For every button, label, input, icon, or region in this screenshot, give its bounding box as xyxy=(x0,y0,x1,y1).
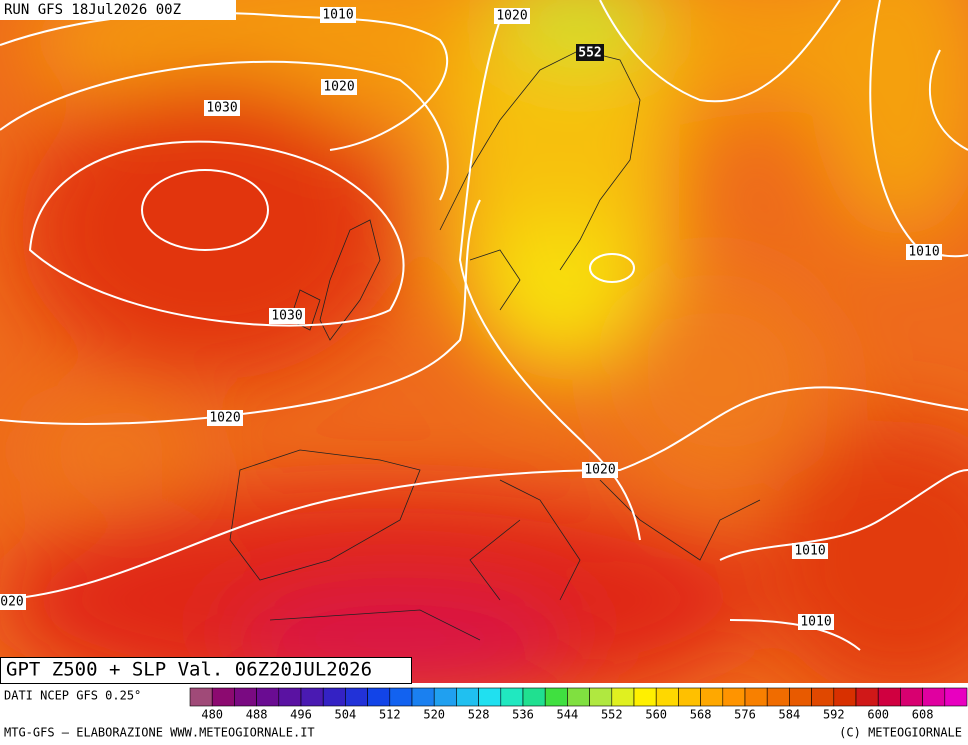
colorbar-swatch xyxy=(411,687,435,707)
isobar-label: 1020 xyxy=(323,80,354,95)
colorbar-swatch xyxy=(189,687,213,707)
isobar-label: 1010 xyxy=(800,615,831,630)
colorbar-swatch xyxy=(278,687,302,707)
colorbar: 480 488 496 504 512 520 528 536 544 552 560 568 576 5… xyxy=(189,687,968,722)
colorbar-swatch xyxy=(722,687,746,707)
colorbar-swatch xyxy=(389,687,413,707)
colorbar-swatch xyxy=(522,687,546,707)
colorbar-swatch xyxy=(544,687,568,707)
colorbar-label: 496 xyxy=(290,708,312,722)
run-label-box xyxy=(0,0,236,20)
colorbar-swatch xyxy=(900,687,923,707)
colorbar-swatch xyxy=(234,687,257,707)
isobar-label-box xyxy=(582,462,618,478)
height-label-box xyxy=(576,44,604,61)
isobar-label: 1030 xyxy=(271,309,302,324)
colorbar-swatch xyxy=(811,687,835,707)
isobar-label-box xyxy=(207,410,243,426)
colorbar-swatch xyxy=(322,687,346,707)
isobar-label-box xyxy=(320,7,356,23)
colorbar-swatch xyxy=(700,687,724,707)
isobar-label-box xyxy=(798,614,834,630)
footer-right: (C) METEOGIORNALE xyxy=(839,726,962,740)
colorbar-swatch xyxy=(367,687,391,707)
isobar-label-box xyxy=(906,244,942,260)
colorbar-label: 504 xyxy=(335,708,357,722)
colorbar-swatch xyxy=(300,687,324,707)
colorbar-swatch xyxy=(833,687,857,707)
colorbar-swatch xyxy=(877,687,901,707)
colorbar-label: 608 xyxy=(912,708,934,722)
colorbar-label: 600 xyxy=(867,708,889,722)
isobar-label: 1020 xyxy=(209,411,240,426)
isobar-label: 1010 xyxy=(794,544,825,559)
colorbar-label: 568 xyxy=(690,708,712,722)
colorbar-swatch xyxy=(855,687,879,707)
colorbar-swatch xyxy=(611,687,635,707)
colorbar-swatch xyxy=(744,687,768,707)
colorbar-label: 536 xyxy=(512,708,534,722)
isobar-label-box xyxy=(494,8,530,24)
colorbar-label: 584 xyxy=(779,708,801,722)
colorbar-swatch xyxy=(478,687,502,707)
colorbar-swatch xyxy=(211,687,235,707)
title-box xyxy=(0,657,412,684)
colorbar-swatch xyxy=(433,687,457,707)
colorbar-label: 520 xyxy=(423,708,445,722)
isobar-label-box xyxy=(0,594,26,610)
map-title: GPT Z500 + SLP Val. 06Z20JUL2026 xyxy=(6,659,372,681)
colorbar-label: 488 xyxy=(246,708,268,722)
colorbar-swatch xyxy=(456,687,479,707)
isobar-label: 1010 xyxy=(322,8,353,23)
isobar-label: 1020 xyxy=(584,463,615,478)
colorbar-label: 512 xyxy=(379,708,401,722)
colorbar-label: 576 xyxy=(734,708,756,722)
colorbar-swatch xyxy=(922,687,946,707)
colorbar-swatch xyxy=(766,687,790,707)
isobar-label: 1010 xyxy=(908,245,939,260)
run-label: RUN GFS 18Jul2026 00Z xyxy=(4,2,181,18)
map-field xyxy=(0,0,968,683)
colorbar-swatch xyxy=(944,687,968,707)
colorbar-label: 560 xyxy=(645,708,667,722)
footer-left: MTG-GFS — ELABORAZIONE WWW.METEOGIORNALE… xyxy=(4,726,315,740)
colorbar-swatch xyxy=(633,687,657,707)
colorbar-swatch xyxy=(345,687,368,707)
colorbar-label: 528 xyxy=(468,708,490,722)
colorbar-swatch xyxy=(567,687,590,707)
colorbar-label: 544 xyxy=(557,708,579,722)
colorbar-swatch xyxy=(678,687,701,707)
colorbar-swatch xyxy=(789,687,812,707)
colorbar-swatch xyxy=(589,687,613,707)
colorbar-label: 592 xyxy=(823,708,845,722)
colorbar-swatch xyxy=(256,687,280,707)
isobar-labels: 1010 1020 1020 1030 1010 1030 1020 1020 1010 020 1… xyxy=(0,7,942,630)
colorbar-label: 480 xyxy=(201,708,223,722)
isobar-label-box xyxy=(792,543,828,559)
isobar-label-box xyxy=(204,100,240,116)
isobar-label: 020 xyxy=(0,595,23,610)
isobar-label: 1030 xyxy=(206,101,237,116)
height-label: 552 xyxy=(578,46,601,61)
colorbar-label: 552 xyxy=(601,708,623,722)
isobar-label-box xyxy=(321,79,357,95)
colorbar-swatch xyxy=(500,687,524,707)
isobar-label: 1020 xyxy=(496,9,527,24)
data-source: DATI NCEP GFS 0.25° xyxy=(4,689,141,703)
isobar-label-box xyxy=(269,308,305,324)
colorbar-swatch xyxy=(655,687,679,707)
